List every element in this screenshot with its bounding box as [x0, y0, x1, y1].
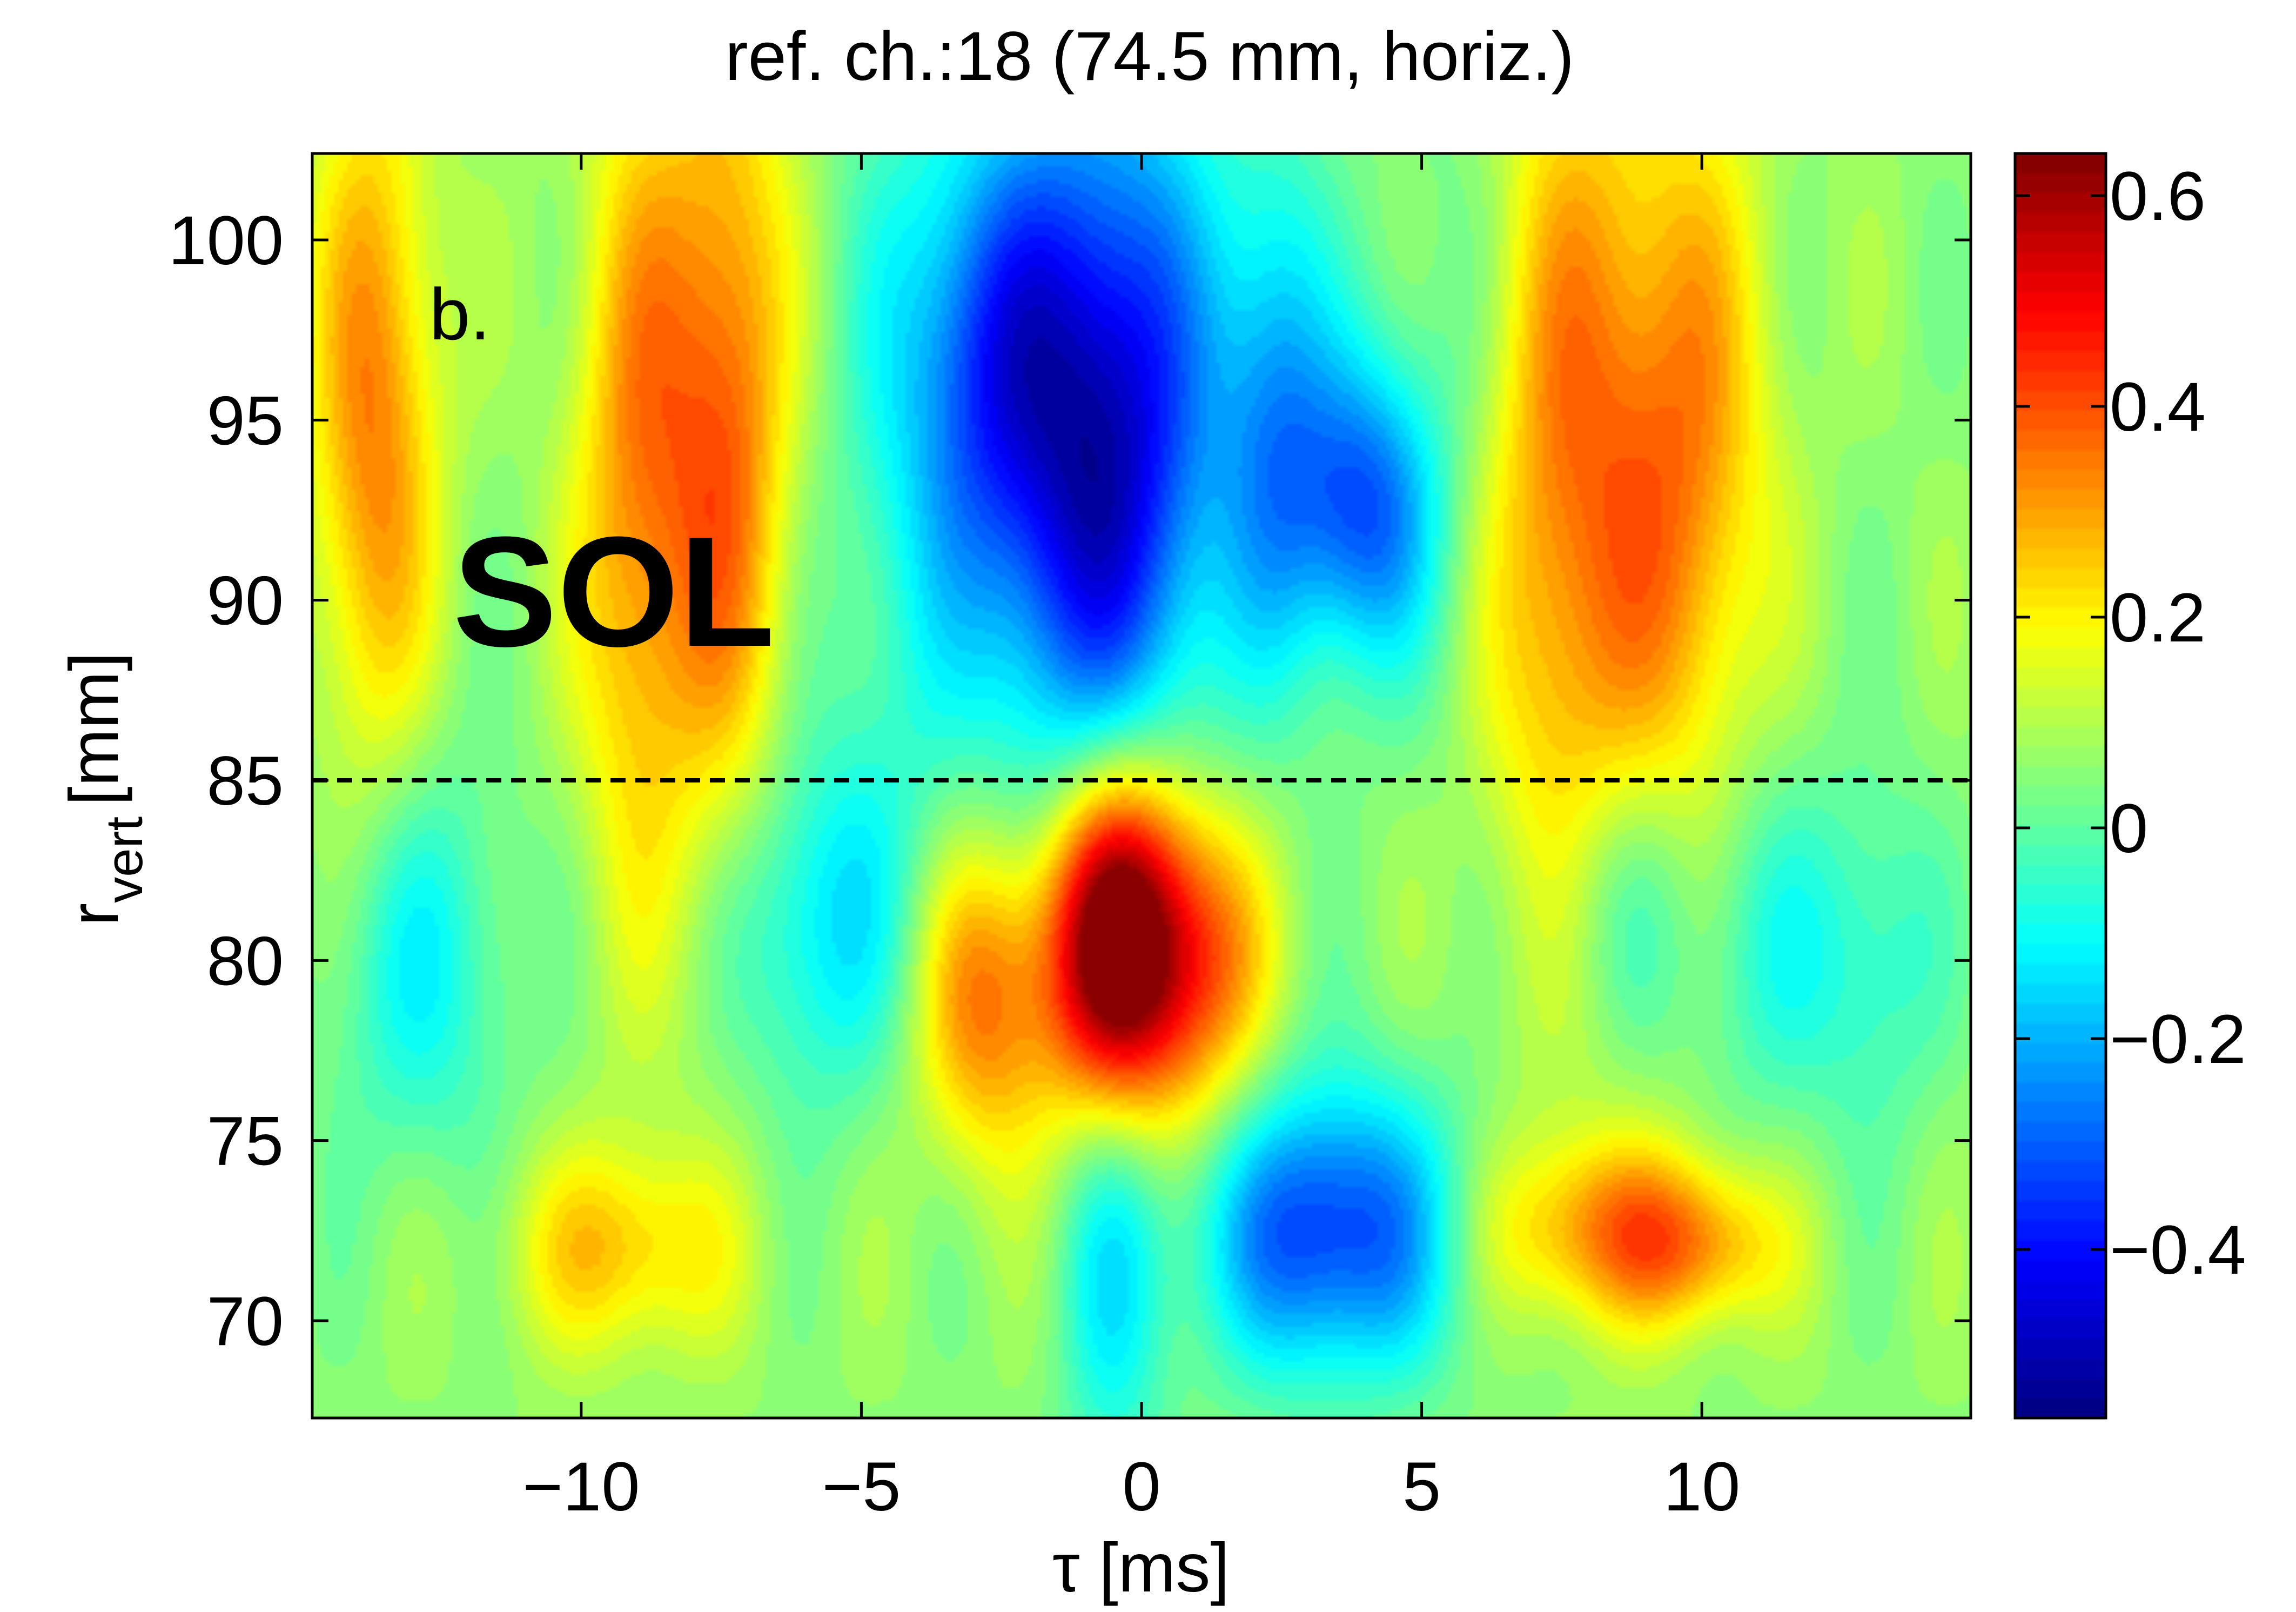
y-tick-label: 95: [207, 382, 284, 459]
region-label-sol: SOL: [453, 504, 775, 679]
x-axis-ticks: −10 −5 0 5 10: [522, 153, 1740, 1526]
colorbar: −0.4 −0.2 0 0.2 0.4 0.6: [2013, 152, 2246, 1420]
y-axis-ticks: 70 75 80 85 90 95 100: [168, 202, 1971, 1360]
colorbar-tick-label: −0.2: [2110, 1001, 2246, 1078]
y-axis-label-unit: [mm]: [56, 652, 133, 805]
correlation-heatmap: [312, 153, 1971, 1418]
y-tick-label: 70: [207, 1283, 284, 1360]
x-tick-label: −10: [522, 1448, 640, 1526]
y-tick-label: 80: [207, 922, 284, 1000]
colorbar-tick-label: 0.2: [2110, 579, 2206, 657]
y-tick-label: 100: [168, 202, 284, 279]
colorbar-ticks: −0.4 −0.2 0 0.2 0.4 0.6: [2015, 158, 2246, 1289]
heatmap-plot-area: [311, 152, 1972, 1420]
chart-title: ref. ch.:18 (74.5 mm, horiz.): [725, 18, 1574, 95]
y-axis-label-sub: vert: [96, 817, 153, 903]
y-axis-label-main: r: [56, 903, 133, 926]
x-tick-label: −5: [822, 1448, 901, 1526]
x-axis-label: τ [ms]: [1052, 1529, 1230, 1607]
y-tick-label: 90: [207, 563, 284, 640]
colorbar-frame: [2013, 152, 2107, 1420]
colorbar-tick-label: 0: [2110, 790, 2148, 867]
y-tick-label: 85: [207, 743, 284, 820]
colorbar-tick-label: −0.4: [2110, 1212, 2246, 1289]
y-axis-label: rvert [mm]: [56, 652, 153, 926]
x-tick-label: 5: [1402, 1448, 1441, 1526]
x-tick-label: 10: [1663, 1448, 1740, 1526]
panel-label: b.: [429, 273, 491, 355]
x-tick-label: 0: [1122, 1448, 1160, 1526]
y-tick-label: 75: [207, 1103, 284, 1180]
colorbar-gradient: [2015, 153, 2106, 1418]
colorbar-tick-label: 0.4: [2110, 369, 2206, 446]
colorbar-tick-label: 0.6: [2110, 158, 2206, 235]
